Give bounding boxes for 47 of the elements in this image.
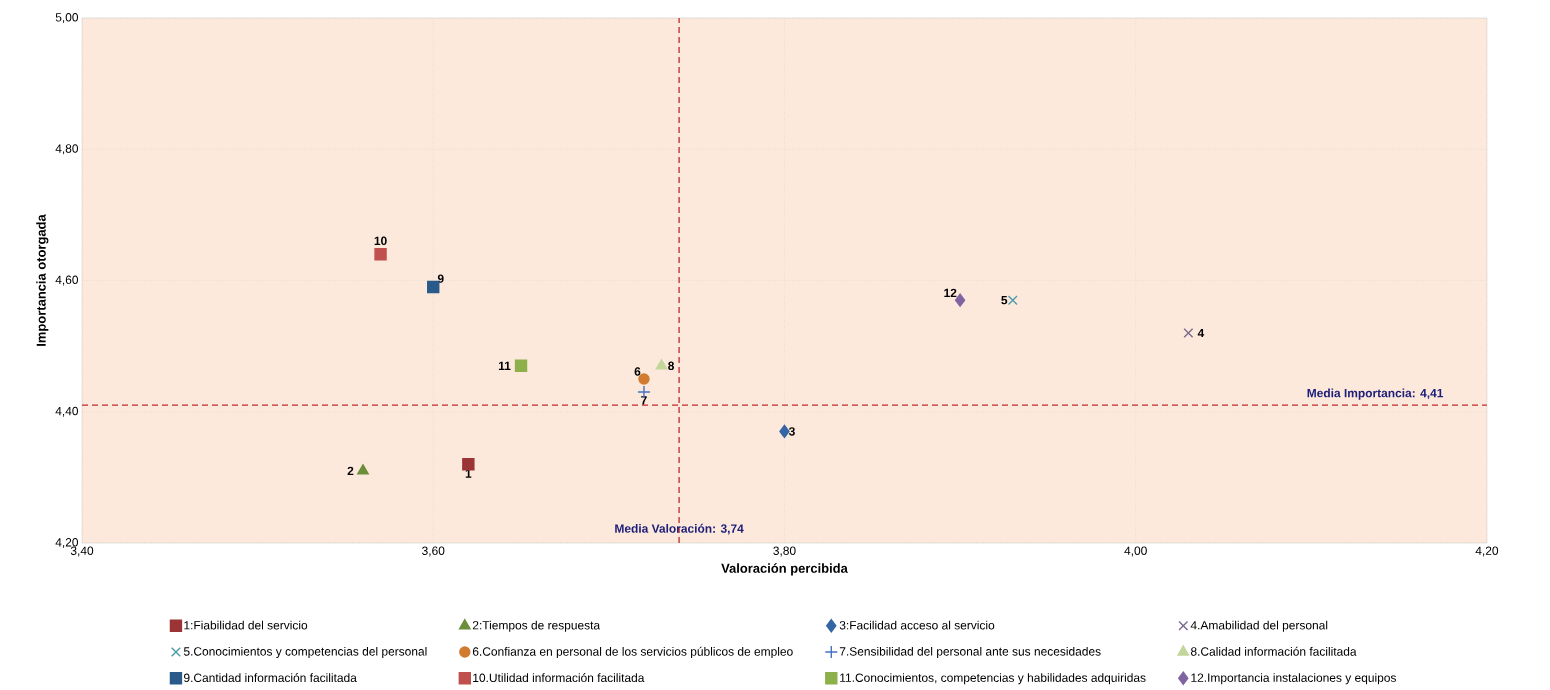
point xyxy=(655,359,668,370)
ref-line-label: Media Valoración: 3,74 xyxy=(615,523,744,535)
legend-label: 9.Cantidad información facilitada xyxy=(184,673,357,683)
legend-label: 5.Conocimientos y competencias del personal xyxy=(183,646,427,659)
y-tick-label: 4,20 xyxy=(55,538,79,548)
legend-label: 12.Importancia instalaciones y equipos xyxy=(1191,673,1396,685)
x-tick-label: 3,60 xyxy=(422,546,445,557)
x-tick-label: 3,40 xyxy=(70,546,94,557)
legend-label: 3:Facilidad acceso al servicio xyxy=(839,620,995,630)
legend-label: 11.Conocimientos, competencias y habilidades adquiridas xyxy=(840,673,1146,685)
annotation: 9 xyxy=(437,274,444,283)
x-tick-label: 4,00 xyxy=(1124,546,1147,557)
legend-label: 2:Tiempos de respuesta xyxy=(472,620,601,632)
annotation: 6 xyxy=(634,367,641,376)
annotation: 7 xyxy=(641,396,647,405)
y-tick-label: 4,80 xyxy=(55,144,79,155)
x-axis-title: Valoración percibida xyxy=(721,563,848,576)
annotation: 8 xyxy=(668,361,675,371)
point xyxy=(1007,295,1018,306)
point xyxy=(427,280,440,294)
legend-label: 8.Calidad información facilitada xyxy=(1190,646,1357,656)
y-tick-label: 4,60 xyxy=(55,275,79,286)
legend-label: 4.Amabilidad del personal xyxy=(1190,620,1328,632)
ref-line-label: Media Importancia: 4,41 xyxy=(1307,388,1444,400)
annotation: 2 xyxy=(347,466,354,475)
point xyxy=(357,464,369,475)
y-axis-title: Importancia otorgada xyxy=(36,214,49,346)
y-tick-label: 4,40 xyxy=(55,406,79,417)
point xyxy=(462,458,475,471)
legend-label: 7.Sensibilidad del personal ante sus necesidades xyxy=(839,646,1101,659)
annotation: 3 xyxy=(788,427,795,436)
annotation: 1 xyxy=(465,469,472,478)
point xyxy=(514,359,528,373)
point xyxy=(1183,328,1194,338)
legend-label: 1:Fiabilidad del servicio xyxy=(184,620,308,630)
legend-label: 6.Confianza en personal de los servicios públicos de empleo xyxy=(472,646,793,659)
point xyxy=(779,424,790,439)
point xyxy=(374,248,387,261)
legend-label: 10.Utilidad información facilitada xyxy=(473,673,645,683)
annotation: 11 xyxy=(498,361,511,370)
x-tick-label: 3,80 xyxy=(773,546,796,557)
annotation: 5 xyxy=(1001,296,1008,305)
annotation: 12 xyxy=(944,288,957,297)
x-tick-label: 4,20 xyxy=(1475,546,1499,557)
annotation: 10 xyxy=(374,236,387,246)
y-tick-label: 5,00 xyxy=(55,13,79,23)
annotation: 4 xyxy=(1197,328,1205,338)
